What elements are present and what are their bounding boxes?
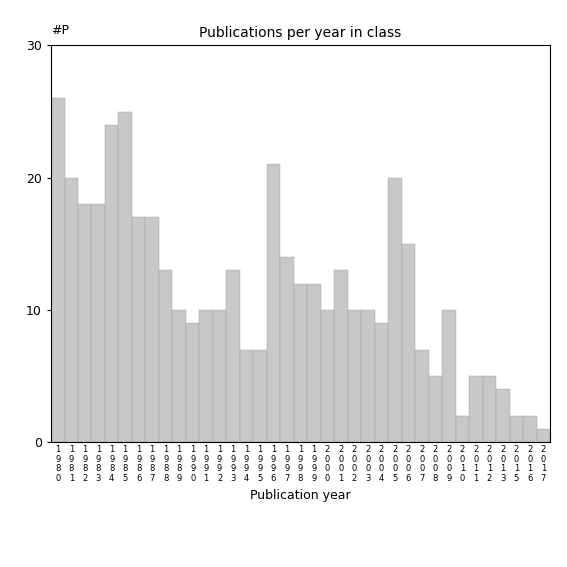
Bar xyxy=(200,310,213,442)
Bar xyxy=(442,310,456,442)
Bar xyxy=(65,177,78,442)
Bar xyxy=(375,323,388,442)
Bar xyxy=(401,244,415,442)
Bar xyxy=(361,310,375,442)
Bar xyxy=(159,270,172,442)
Bar xyxy=(348,310,361,442)
X-axis label: Publication year: Publication year xyxy=(250,489,351,502)
Bar xyxy=(523,416,536,442)
Bar xyxy=(145,217,159,442)
Bar xyxy=(469,376,483,442)
Bar xyxy=(415,350,429,442)
Bar xyxy=(172,310,186,442)
Bar xyxy=(388,177,401,442)
Bar xyxy=(536,429,550,442)
Bar xyxy=(429,376,442,442)
Text: #P: #P xyxy=(51,24,69,37)
Bar xyxy=(91,204,105,442)
Bar xyxy=(267,164,280,442)
Bar xyxy=(132,217,145,442)
Title: Publications per year in class: Publications per year in class xyxy=(200,26,401,40)
Bar xyxy=(496,390,510,442)
Bar xyxy=(119,112,132,442)
Bar xyxy=(456,416,469,442)
Bar xyxy=(307,284,321,442)
Bar xyxy=(321,310,334,442)
Bar xyxy=(483,376,496,442)
Bar xyxy=(78,204,91,442)
Bar xyxy=(334,270,348,442)
Bar xyxy=(226,270,240,442)
Bar xyxy=(280,257,294,442)
Bar xyxy=(213,310,226,442)
Bar xyxy=(510,416,523,442)
Bar xyxy=(294,284,307,442)
Bar xyxy=(186,323,200,442)
Bar xyxy=(253,350,267,442)
Bar xyxy=(105,125,119,442)
Bar xyxy=(240,350,253,442)
Bar xyxy=(51,98,65,442)
